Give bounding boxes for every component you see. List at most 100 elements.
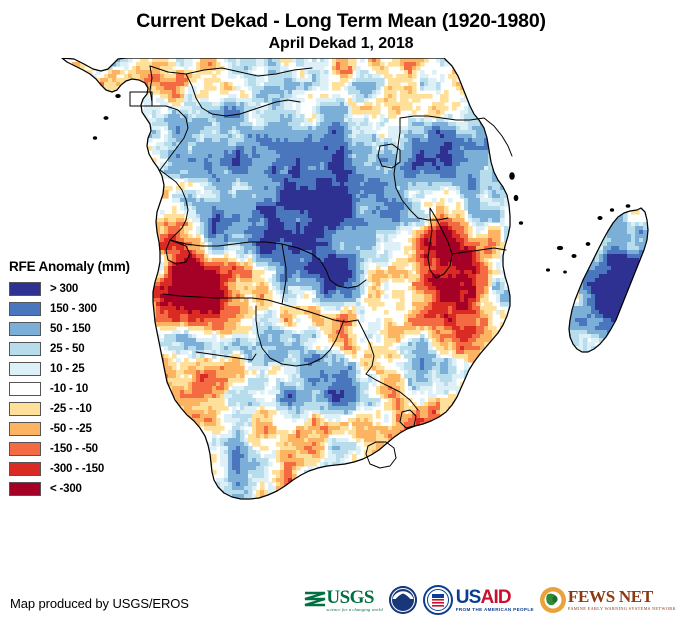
- offshore-island-9: [597, 216, 603, 220]
- legend-label: -50 - -25: [50, 423, 92, 435]
- map-credit: Map produced by USGS/EROS: [10, 596, 189, 611]
- legend-label: 50 - 150: [50, 323, 91, 335]
- legend-label: -25 - -10: [50, 403, 92, 415]
- country-border-17: [393, 117, 419, 219]
- offshore-island-0: [115, 94, 121, 98]
- legend-item: -25 - -10: [9, 399, 159, 419]
- legend-label: > 300: [50, 283, 79, 295]
- legend-item: 50 - 150: [9, 319, 159, 339]
- country-border-19: [427, 207, 453, 279]
- offshore-island-12: [545, 268, 551, 272]
- legend-label: -150 - -50: [50, 443, 98, 455]
- legend-swatch: [9, 422, 41, 436]
- page-subtitle: April Dekad 1, 2018: [268, 35, 414, 52]
- usaid-logo[interactable]: USAID FROM THE AMERICAN PEOPLE: [422, 583, 534, 617]
- mainland-coastline: [61, 58, 511, 500]
- map-canvas[interactable]: [0, 58, 682, 578]
- fews-globe-graphic-icon: [541, 588, 565, 612]
- country-border-12: [357, 319, 375, 375]
- legend-item: < -300: [9, 479, 159, 499]
- country-border-11: [195, 351, 257, 361]
- legend-rows: > 300 150 - 300 50 - 150 25 - 50 10 - 25 -10 …: [9, 279, 159, 499]
- country-border-7: [162, 293, 283, 305]
- country-border-8: [281, 243, 287, 305]
- title-block: Current Dekad - Long Term Mean (1920-198…: [0, 0, 682, 54]
- country-border-2: [151, 105, 189, 171]
- legend-item: -50 - -25: [9, 419, 159, 439]
- usgs-mark-icon: [304, 591, 326, 607]
- legend: RFE Anomaly (mm) > 300 150 - 300 50 - 150 2…: [9, 259, 159, 499]
- country-border-22: [377, 143, 401, 169]
- offshore-island-11: [625, 204, 631, 208]
- logo-bar: USGS science for a changing world: [304, 580, 676, 620]
- legend-swatch: [9, 382, 41, 396]
- country-border-16: [399, 115, 485, 121]
- country-border-20: [451, 247, 507, 255]
- legend-item: -300 - -150: [9, 459, 159, 479]
- legend-item: 25 - 50: [9, 339, 159, 359]
- legend-item: 150 - 300: [9, 299, 159, 319]
- madagascar-coastline: [568, 207, 649, 353]
- anomaly-raster-map: [0, 58, 682, 578]
- country-border-4: [185, 73, 301, 117]
- country-border-21: [311, 253, 367, 289]
- offshore-island-5: [518, 221, 524, 225]
- usaid-word-aid: AID: [480, 586, 512, 608]
- legend-label: 10 - 25: [50, 363, 85, 375]
- legend-swatch: [9, 322, 41, 336]
- legend-label: -300 - -150: [50, 463, 105, 475]
- usaid-tagline: FROM THE AMERICAN PEOPLE: [455, 606, 534, 612]
- country-border-13: [365, 373, 419, 411]
- usgs-tagline: science for a changing world: [326, 606, 383, 612]
- legend-item: -10 - 10: [9, 379, 159, 399]
- legend-swatch: [9, 442, 41, 456]
- legend-title: RFE Anomaly (mm): [9, 259, 130, 274]
- country-border-15: [399, 409, 417, 429]
- legend-item: 10 - 25: [9, 359, 159, 379]
- country-border-23: [417, 217, 449, 221]
- country-border-3: [149, 65, 153, 103]
- country-border-24: [165, 239, 191, 265]
- offshore-island-3: [509, 172, 515, 180]
- offshore-island-13: [563, 270, 567, 274]
- offshore-island-1: [103, 116, 109, 120]
- fews-tagline: FAMINE EARLY WARNING SYSTEMS NETWORK: [567, 606, 676, 611]
- legend-swatch: [9, 482, 41, 496]
- country-border-10: [255, 305, 345, 367]
- page-title: Current Dekad - Long Term Mean (1920-198…: [136, 10, 546, 32]
- noaa-logo[interactable]: [388, 583, 417, 617]
- offshore-island-2: [92, 136, 98, 140]
- legend-label: -10 - 10: [50, 383, 89, 395]
- usgs-wordmark: USGS: [326, 586, 374, 608]
- fews-net-logo[interactable]: FEWS NET FAMINE EARLY WARNING SYSTEMS NE…: [539, 583, 676, 617]
- legend-swatch: [9, 462, 41, 476]
- fews-wordmark: FEWS NET: [567, 587, 653, 606]
- legend-swatch: [9, 302, 41, 316]
- offshore-island-10: [609, 208, 615, 212]
- country-border-0: [149, 65, 313, 77]
- legend-item: -150 - -50: [9, 439, 159, 459]
- legend-label: 150 - 300: [50, 303, 97, 315]
- legend-swatch: [9, 282, 41, 296]
- country-border-18: [483, 117, 513, 157]
- country-border-14: [365, 441, 397, 469]
- noaa-seagull-icon: [388, 586, 417, 614]
- country-borders-layer: [61, 58, 649, 500]
- legend-label: < -300: [50, 483, 82, 495]
- country-border-5: [159, 169, 189, 241]
- offshore-island-8: [585, 242, 591, 246]
- legend-swatch: [9, 342, 41, 356]
- country-border-9: [281, 303, 359, 323]
- legend-swatch: [9, 362, 41, 376]
- country-border-6: [169, 239, 313, 255]
- usgs-logo[interactable]: USGS science for a changing world: [304, 583, 383, 617]
- fews-globe-icon: [539, 587, 566, 613]
- offshore-island-6: [556, 245, 564, 251]
- usaid-word-us: US: [455, 586, 482, 608]
- offshore-island-4: [513, 194, 519, 202]
- usaid-shield-icon: [426, 589, 449, 611]
- legend-swatch: [9, 402, 41, 416]
- usaid-wordmark: USAID: [456, 588, 534, 607]
- legend-label: 25 - 50: [50, 343, 85, 355]
- noaa-badge-icon: [388, 586, 417, 614]
